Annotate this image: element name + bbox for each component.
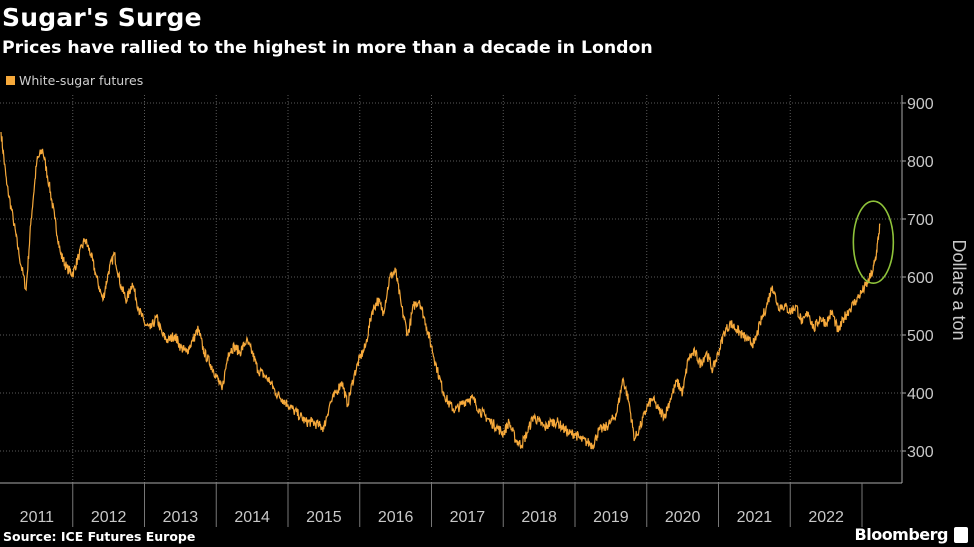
series-line-white-sugar bbox=[0, 131, 881, 450]
x-axis: 2011 2012 2013 2014 2015 2016 2017 2018 2019 2020… bbox=[0, 482, 902, 527]
highlight-ellipse bbox=[852, 200, 895, 284]
x-tick-label: 2011 bbox=[20, 509, 55, 526]
grid bbox=[0, 95, 902, 483]
x-tick-label: 2015 bbox=[306, 509, 342, 526]
y-tick-label: 700 bbox=[907, 212, 934, 229]
y-tick-label: 500 bbox=[907, 328, 934, 345]
y-tick-label: 600 bbox=[907, 270, 934, 287]
legend-label: White-sugar futures bbox=[19, 73, 144, 88]
x-tick-label: 2014 bbox=[234, 509, 270, 526]
y-tick-label: 800 bbox=[907, 154, 934, 171]
legend: White-sugar futures bbox=[6, 73, 143, 88]
x-tick-label: 2016 bbox=[378, 509, 414, 526]
x-tick-label: 2013 bbox=[163, 509, 199, 526]
chart-title: Sugar's Surge bbox=[2, 3, 202, 32]
x-tick-label: 2019 bbox=[593, 509, 629, 526]
y-tick-label: 400 bbox=[907, 386, 934, 403]
y-axis: 300 400 500 600 700 800 900 bbox=[901, 95, 934, 483]
legend-swatch bbox=[6, 76, 15, 85]
brand-logo: Bloomberg bbox=[854, 525, 949, 544]
x-tick-label: 2022 bbox=[808, 509, 844, 526]
x-tick-label: 2012 bbox=[91, 509, 127, 526]
x-tick-label: 2017 bbox=[450, 509, 486, 526]
x-tick-label: 2020 bbox=[665, 509, 701, 526]
source-note: Source: ICE Futures Europe bbox=[3, 529, 196, 544]
y-tick-label: 300 bbox=[907, 444, 934, 461]
y-axis-label: Dollars a ton bbox=[949, 239, 969, 340]
y-tick-label: 900 bbox=[907, 96, 934, 113]
x-tick-label: 2018 bbox=[521, 509, 557, 526]
x-tick-label: 2021 bbox=[737, 509, 773, 526]
chart-subtitle: Prices have rallied to the highest in mo… bbox=[2, 38, 653, 58]
bloomberg-icon bbox=[954, 527, 968, 543]
